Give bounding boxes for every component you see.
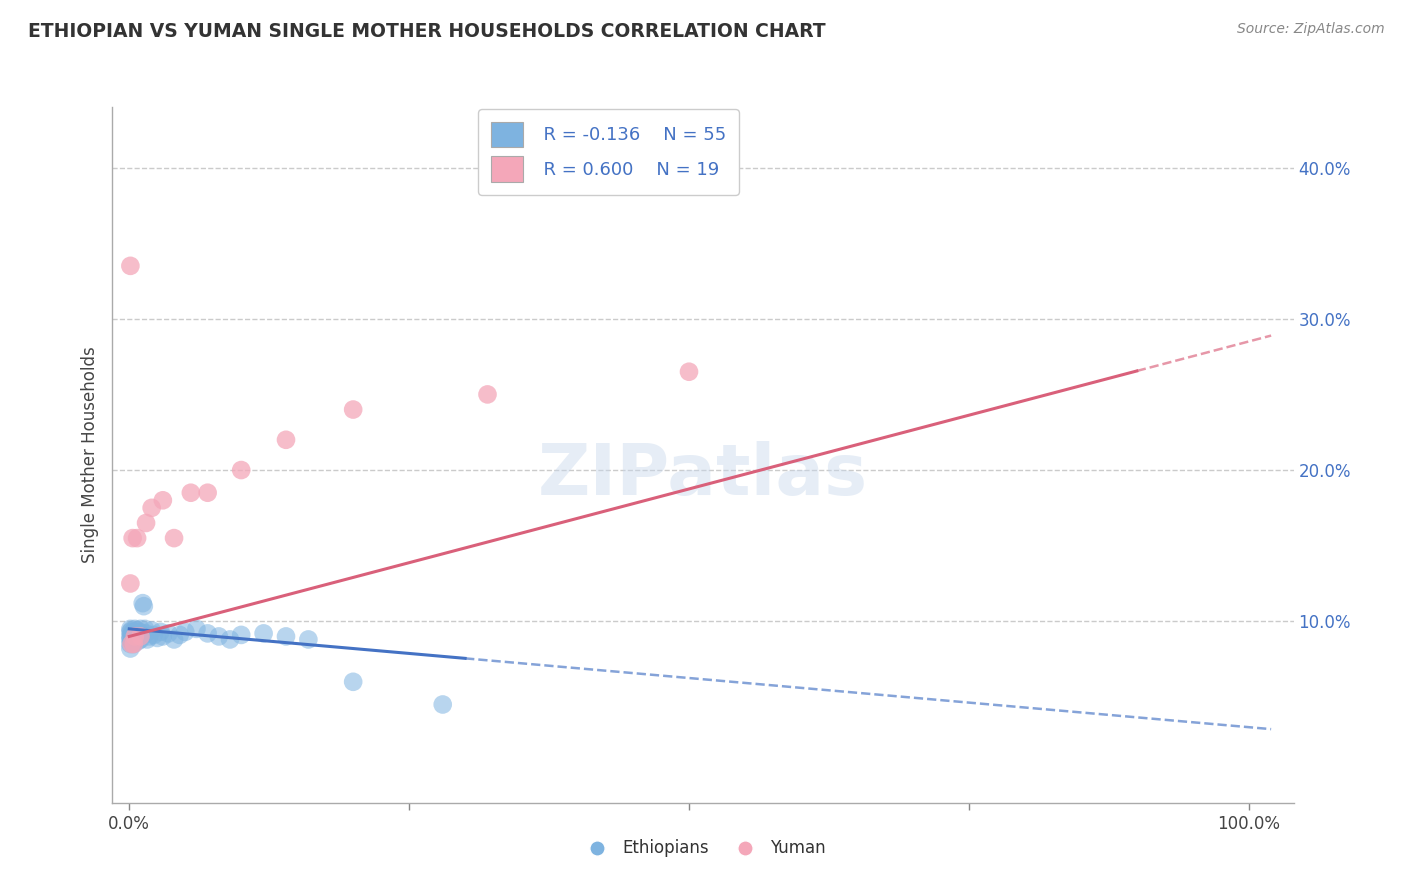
Point: [121, 629, 143, 643]
Point: [142, 628, 165, 642]
Point: [129, 622, 152, 636]
Point: [219, 632, 242, 647]
Point: [127, 631, 149, 645]
Point: [138, 629, 160, 643]
Point: [146, 631, 169, 645]
Point: [197, 485, 219, 500]
Point: [127, 626, 149, 640]
Point: [121, 637, 143, 651]
Text: ETHIOPIAN VS YUMAN SINGLE MOTHER HOUSEHOLDS CORRELATION CHART: ETHIOPIAN VS YUMAN SINGLE MOTHER HOUSEHO…: [28, 22, 825, 41]
Point: [122, 637, 145, 651]
Point: [120, 576, 142, 591]
Point: [297, 632, 319, 647]
Point: [120, 632, 142, 647]
Point: [157, 626, 180, 640]
Point: [152, 629, 174, 643]
Point: [124, 629, 146, 643]
Point: [231, 463, 253, 477]
Point: [141, 500, 163, 515]
Point: [121, 631, 143, 645]
Point: [208, 629, 231, 643]
Point: [122, 624, 145, 639]
Point: [120, 259, 142, 273]
Point: [274, 433, 297, 447]
Y-axis label: Single Mother Households: Single Mother Households: [80, 347, 98, 563]
Point: [121, 531, 143, 545]
Point: [132, 599, 155, 614]
Point: [231, 628, 253, 642]
Point: [120, 641, 142, 656]
Point: [134, 622, 156, 636]
Point: [121, 626, 143, 640]
Legend: Ethiopians, Yuman: Ethiopians, Yuman: [574, 833, 832, 864]
Point: [128, 624, 150, 639]
Text: Source: ZipAtlas.com: Source: ZipAtlas.com: [1237, 22, 1385, 37]
Point: [120, 637, 142, 651]
Point: [141, 624, 163, 638]
Point: [122, 632, 145, 647]
Point: [125, 628, 148, 642]
Point: [124, 629, 146, 643]
Point: [127, 531, 149, 545]
Point: [120, 629, 142, 643]
Point: [136, 632, 159, 647]
Point: [274, 629, 297, 643]
Point: [678, 365, 700, 379]
Point: [163, 531, 186, 545]
Point: [120, 622, 142, 636]
Point: [169, 628, 191, 642]
Point: [149, 624, 172, 639]
Point: [129, 632, 152, 647]
Point: [131, 628, 153, 642]
Point: [129, 629, 152, 643]
Point: [125, 632, 148, 647]
Point: [127, 634, 149, 648]
Point: [120, 624, 142, 639]
Point: [121, 635, 143, 649]
Point: [180, 485, 202, 500]
Point: [121, 624, 143, 638]
Point: [197, 626, 219, 640]
Point: [342, 674, 364, 689]
Point: [124, 626, 146, 640]
Point: [252, 626, 274, 640]
Point: [131, 596, 153, 610]
Point: [127, 624, 149, 638]
Point: [128, 629, 150, 643]
Point: [124, 622, 146, 636]
Point: [135, 516, 157, 530]
Point: [122, 637, 145, 651]
Point: [121, 634, 143, 648]
Point: [342, 402, 364, 417]
Point: [121, 628, 143, 642]
Point: [152, 493, 174, 508]
Point: [135, 626, 157, 640]
Text: ZIPatlas: ZIPatlas: [538, 442, 868, 510]
Point: [163, 632, 186, 647]
Point: [432, 698, 454, 712]
Point: [477, 387, 499, 401]
Point: [186, 622, 208, 636]
Point: [174, 624, 197, 639]
